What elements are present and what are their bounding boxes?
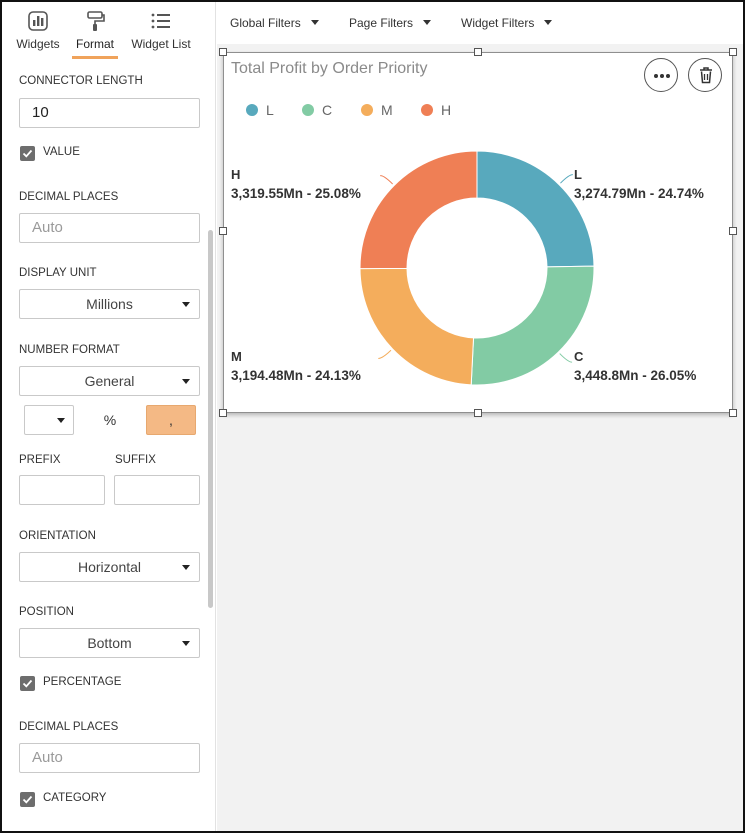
global-filters-dropdown[interactable]: Global Filters (230, 16, 319, 30)
number-format-select[interactable]: General (19, 366, 200, 396)
legend-swatch (302, 104, 314, 116)
comma-separator-button[interactable]: , (146, 405, 196, 435)
legend-label: C (322, 102, 333, 118)
suffix-input[interactable] (114, 475, 200, 505)
tab-widget-list[interactable]: Widget List (126, 10, 196, 51)
value-decimal-places-label: DECIMAL PLACES (19, 191, 119, 203)
tab-widget-list-label: Widget List (131, 37, 191, 51)
active-tab-indicator (72, 56, 118, 59)
legend-label: M (381, 102, 393, 118)
ellipsis-icon (654, 74, 670, 78)
delete-widget-button[interactable] (688, 58, 722, 92)
paint-roller-icon (87, 11, 105, 31)
connector-length-label: CONNECTOR LENGTH (19, 75, 143, 87)
chevron-down-icon (310, 20, 319, 26)
orientation-value: Horizontal (77, 559, 142, 575)
chevron-down-icon (182, 379, 190, 384)
value-checkbox-label: VALUE (43, 146, 80, 158)
value-decimal-places-input[interactable]: Auto (19, 213, 200, 243)
percentage-checkbox[interactable] (20, 676, 35, 691)
legend-item-c[interactable]: C (302, 102, 342, 118)
chevron-down-icon (182, 565, 190, 570)
display-unit-value: Millions (86, 296, 133, 312)
resize-handle-top-right[interactable] (729, 48, 737, 56)
widget-filters-dropdown[interactable]: Widget Filters (461, 16, 553, 30)
tab-widgets[interactable]: Widgets (12, 10, 64, 51)
category-checkbox[interactable] (20, 792, 35, 807)
connector-length-input[interactable]: 10 (19, 98, 200, 128)
value-checkbox[interactable] (20, 146, 35, 161)
format-panel: Widgets Format Widget List (2, 2, 216, 831)
chevron-down-icon (423, 20, 432, 26)
display-unit-label: DISPLAY UNIT (19, 267, 97, 279)
prefix-input[interactable] (19, 475, 105, 505)
widget-filters-label: Widget Filters (461, 16, 535, 30)
legend-label: L (266, 102, 274, 118)
position-value: Bottom (87, 635, 132, 651)
checkmark-icon (22, 149, 33, 158)
legend-item-m[interactable]: M (361, 102, 401, 118)
position-select[interactable]: Bottom (19, 628, 200, 658)
prefix-label: PREFIX (19, 454, 61, 466)
checkmark-icon (22, 795, 33, 804)
tab-format[interactable]: Format (72, 10, 118, 51)
panel-scrollbar[interactable] (208, 230, 213, 608)
tab-format-label: Format (75, 37, 114, 51)
chevron-down-icon (182, 302, 190, 307)
checkmark-icon (22, 679, 33, 688)
widgets-icon (28, 11, 48, 31)
orientation-select[interactable]: Horizontal (19, 552, 200, 582)
resize-handle-top[interactable] (474, 48, 482, 56)
suffix-label: SUFFIX (115, 454, 156, 466)
legend-swatch (246, 104, 258, 116)
percentage-decimal-places-input[interactable]: Auto (19, 743, 200, 773)
chevron-down-icon (182, 641, 190, 646)
chevron-down-icon (544, 20, 553, 26)
panel-tabs: Widgets Format Widget List (2, 2, 215, 60)
orientation-label: ORIENTATION (19, 530, 96, 542)
widget-title: Total Profit by Order Priority (231, 60, 428, 77)
legend-swatch (421, 104, 433, 116)
position-label: POSITION (19, 606, 74, 618)
filter-bar (217, 2, 743, 44)
more-options-button[interactable] (644, 58, 678, 92)
trash-icon (700, 67, 712, 84)
percentage-decimal-places-label: DECIMAL PLACES (19, 721, 119, 733)
legend-item-l[interactable]: L (246, 102, 286, 118)
list-icon (151, 13, 170, 29)
resize-handle-left[interactable] (219, 227, 227, 235)
legend-swatch (361, 104, 373, 116)
tab-widgets-label: Widgets (16, 37, 60, 51)
resize-handle-bottom-right[interactable] (729, 409, 737, 417)
legend-label: H (441, 102, 452, 118)
global-filters-label: Global Filters (230, 16, 301, 30)
chevron-down-icon (57, 418, 65, 423)
resize-handle-top-left[interactable] (219, 48, 227, 56)
donut-slice-c[interactable] (470, 265, 595, 386)
donut-slice-h[interactable] (359, 150, 478, 270)
donut-slice-l[interactable] (476, 150, 595, 268)
percentage-checkbox-label: PERCENTAGE (43, 676, 122, 688)
percent-format-button[interactable]: % (103, 412, 117, 428)
resize-handle-bottom-left[interactable] (219, 409, 227, 417)
category-checkbox-label: CATEGORY (43, 792, 107, 804)
page-filters-dropdown[interactable]: Page Filters (349, 16, 432, 30)
resize-handle-bottom[interactable] (474, 409, 482, 417)
resize-handle-right[interactable] (729, 227, 737, 235)
page-filters-label: Page Filters (349, 16, 414, 30)
number-format-label: NUMBER FORMAT (19, 344, 120, 356)
number-format-value: General (84, 373, 135, 389)
currency-symbol-select[interactable] (24, 405, 74, 435)
display-unit-select[interactable]: Millions (19, 289, 200, 319)
legend-item-h[interactable]: H (421, 102, 461, 118)
